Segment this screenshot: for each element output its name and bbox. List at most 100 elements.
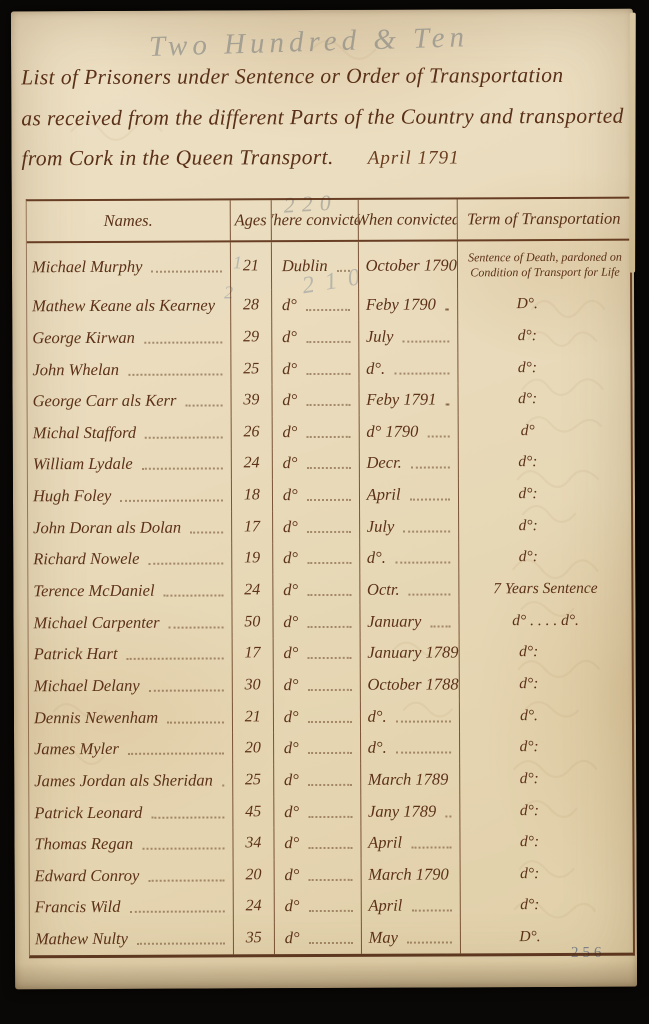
page-bottom-shading (15, 960, 638, 990)
column-header-where-convicted: Where convicted (271, 199, 359, 241)
when-convicted-cell: d°. (360, 731, 461, 764)
prisoner-name-cell: Dennis Newenham (28, 701, 233, 734)
term-of-transportation-cell: d°: (519, 833, 540, 851)
table-row: James Myler 20 d° d°. d°: (29, 731, 632, 766)
dotted-leader (148, 879, 225, 882)
column-header-when-convicted: When convicted (358, 199, 458, 240)
term-of-transportation-cell: d°: (519, 738, 539, 756)
dotted-leader (167, 721, 224, 724)
dotted-leader (306, 467, 351, 470)
when-convicted-cell: July (358, 320, 459, 353)
where-convicted-cell: d° (272, 384, 360, 417)
prisoner-age-cell: 17 (231, 511, 274, 543)
prisoner-name-cell: Thomas Regan (29, 827, 234, 861)
prisoner-name-cell: William Lydale (27, 448, 232, 481)
where-convicted-cell: d° (273, 637, 361, 670)
pencil-heading: Two Hundred & Ten (148, 21, 470, 63)
when-convicted-cell: March 1790 (361, 858, 461, 891)
dotted-leader (308, 878, 353, 881)
where-convicted-cell: d° (273, 763, 361, 796)
prisoner-age-cell: 45 (233, 795, 275, 828)
when-convicted-cell: d° 1790 (359, 415, 459, 448)
dotted-leader (163, 594, 224, 597)
when-convicted-cell: May (361, 921, 462, 954)
document-title: List of Prisoners under Sentence or Orde… (21, 63, 628, 189)
table-header-row: Names. Ages Where convicted When convict… (26, 198, 630, 244)
page-edge (629, 12, 636, 273)
where-convicted-cell: d° (273, 732, 361, 765)
prisoner-name-cell: Patrick Hart (28, 637, 233, 671)
table-row: Michal Stafford 26 d° d° 1790 d° (27, 415, 631, 449)
when-convicted-cell: April (361, 890, 461, 923)
manuscript-paper: Two Hundred & Ten List of Prisoners unde… (10, 8, 638, 990)
where-convicted-cell: d° (272, 352, 360, 385)
prisoner-age-cell: 25 (231, 352, 273, 385)
prisoner-age-cell: 26 (231, 416, 273, 449)
dotted-leader (151, 270, 222, 273)
term-of-transportation-cell: d°: (519, 769, 539, 788)
table-row: Mathew Keane als Kearney 28 d° Feby 1790… (27, 288, 630, 323)
table-row: James Jordan als Sheridan 25 d° March 17… (29, 763, 632, 798)
when-convicted-cell: d°. (359, 352, 459, 385)
dotted-leader (306, 530, 351, 533)
title-line-3-text: from Cork in the Queen Transport. (21, 144, 334, 171)
when-convicted-cell: July (359, 510, 460, 543)
dotted-leader (307, 593, 352, 597)
term-of-transportation-cell: d°: (517, 326, 537, 345)
term-of-transportation-cell: d°: (518, 485, 538, 503)
dotted-leader (411, 909, 452, 913)
dotted-leader (427, 435, 450, 438)
dotted-leader (307, 783, 352, 786)
table-row: Terence McDaniel 24 d° Octr. 7 Years Sen… (28, 573, 631, 608)
dotted-leader (307, 688, 352, 692)
dotted-leader (394, 372, 450, 375)
dotted-leader (410, 466, 450, 470)
dotted-leader (148, 562, 224, 566)
where-convicted-cell: d° (273, 668, 361, 702)
when-convicted-cell: d°. (360, 700, 461, 733)
prisoner-age-cell: 18 (231, 479, 273, 512)
dotted-leader (126, 657, 224, 661)
when-convicted-cell: Jany 1789 (360, 795, 461, 828)
when-convicted-cell: January 1789 (360, 636, 460, 669)
where-convicted-cell: d° (274, 827, 362, 860)
prisoner-name-cell: Edward Conroy (29, 859, 234, 892)
dotted-leader (403, 530, 451, 533)
title-date: April 1791 (367, 147, 460, 169)
dotted-leader (151, 815, 225, 819)
dotted-leader (306, 372, 351, 375)
dotted-leader (444, 308, 450, 311)
prisoner-name-cell: Michael Murphy (26, 242, 231, 291)
column-header-ages: Ages (230, 200, 272, 241)
when-convicted-cell: October 1788 (360, 668, 461, 701)
term-of-transportation-cell: d°: (520, 864, 540, 882)
term-of-transportation-cell: d°: (518, 548, 538, 566)
where-convicted-cell: d° (274, 922, 362, 955)
term-of-transportation-cell: d°: (520, 896, 540, 914)
term-of-transportation-cell: d°: (519, 801, 540, 819)
table-row: William Lydale 24 d° Decr. d°: (27, 446, 631, 481)
column-header-term-of-transportation: Term of Transportation (467, 208, 621, 229)
prisoner-age-cell: 21 (230, 242, 272, 290)
where-convicted-cell: d° (273, 605, 361, 638)
table-row: John Whelan 25 d° d°. d°: (27, 351, 630, 386)
term-of-transportation-cell: d° . . . . d°. (512, 611, 579, 629)
term-of-transportation-cell: d° (520, 421, 535, 439)
term-of-transportation-cell: d°. (520, 706, 538, 724)
dotted-leader (168, 626, 224, 629)
dotted-leader (307, 657, 352, 660)
where-convicted-cell: d° (271, 289, 359, 322)
prisoner-name-cell: James Myler (29, 732, 233, 766)
prisoner-name-cell: Michael Delany (28, 669, 233, 703)
table-row: Edward Conroy 20 d° March 1790 d°: (29, 858, 633, 892)
prisoner-name-cell: Terence McDaniel (28, 574, 233, 608)
prisoner-age-cell: 20 (233, 859, 275, 892)
where-convicted-cell: d° (272, 479, 360, 512)
term-of-transportation-cell: d°: (518, 453, 538, 471)
table-row: Michael Carpenter 50 d° January d° . . .… (28, 605, 631, 639)
table-row: Mathew Nulty 35 d° May D°. (29, 921, 633, 956)
dotted-leader (307, 625, 352, 628)
dotted-leader (141, 467, 223, 471)
prisoner-name-cell: James Jordan als Sheridan (29, 764, 234, 798)
table-row: Francis Wild 24 d° April d°: (29, 889, 633, 924)
